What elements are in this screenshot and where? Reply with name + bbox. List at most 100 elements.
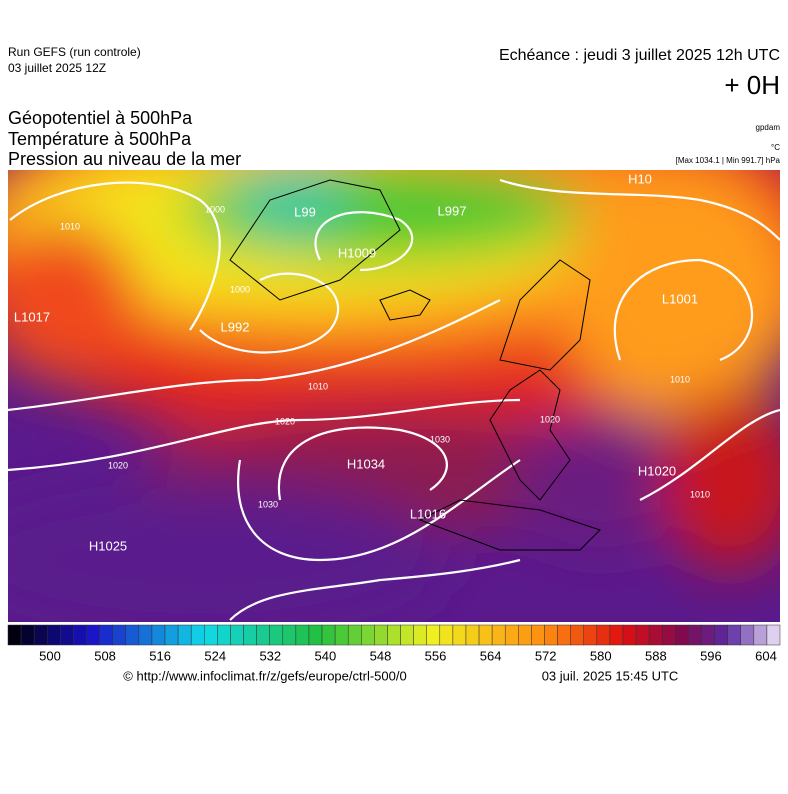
colorbar-tick-label: 580 [590, 648, 612, 663]
pressure-center: H1009 [338, 245, 376, 260]
colorbar-cell [648, 624, 663, 646]
isobar-label: 1020 [275, 416, 295, 426]
colorbar-cell [60, 624, 74, 646]
colorbar-cell [714, 624, 728, 646]
isobar-label: 1030 [430, 434, 450, 444]
colorbar-cell [478, 624, 493, 646]
colorbar-cell [413, 624, 427, 646]
generated-time: 03 juil. 2025 15:45 UTC [542, 668, 679, 683]
colorbar-cell [675, 624, 689, 646]
field-name: Pression au niveau de la mer [8, 149, 241, 169]
colorbar-cell [256, 624, 270, 646]
colorbar-cell [544, 624, 558, 646]
colorbar-cell [7, 624, 22, 646]
colorbar-cell [622, 624, 637, 646]
colorbar-tick-label: 500 [39, 648, 61, 663]
units-label: °C [771, 143, 780, 152]
pressure-center: L1016 [410, 506, 446, 521]
isobar-label: 1030 [258, 499, 278, 509]
colorbar-cell [596, 624, 611, 646]
run-title: Run GEFS (run controle) [8, 45, 141, 59]
colorbar-tick-label: 532 [259, 648, 281, 663]
source-url: © http://www.infoclimat.fr/z/gefs/europe… [123, 668, 406, 683]
colorbar-cell [583, 624, 598, 646]
colorbar-cell [47, 624, 61, 646]
colorbar-cell [243, 624, 257, 646]
pressure-center: L99 [294, 204, 316, 219]
colorbar-cell [138, 624, 153, 646]
colorbar-cell [400, 624, 414, 646]
colorbar-cell [73, 624, 87, 646]
colorbar-cell [452, 624, 467, 646]
colorbar-cell [99, 624, 113, 646]
colorbar-cell [570, 624, 584, 646]
colorbar-cell [491, 624, 506, 646]
colorbar-tick-label: 572 [535, 648, 557, 663]
colorbar-cell [295, 624, 310, 646]
colorbar-tick-label: 604 [755, 648, 777, 663]
colorbar-cell [308, 624, 323, 646]
colorbar-cell [282, 624, 297, 646]
colorbar-cell [190, 624, 205, 646]
map: L99 L997 H1009 L992 H1034 L1016 H1025 H1020 L100… [8, 170, 780, 622]
colorbar-cell [230, 624, 244, 646]
colorbar-cell [112, 624, 127, 646]
colorbar-cell [439, 624, 454, 646]
colorbar-cell [86, 624, 100, 646]
colorbar-cell [688, 624, 702, 646]
pressure-center: H1025 [89, 538, 127, 553]
colorbar-tick-label: 540 [315, 648, 337, 663]
colorbar-cell [321, 624, 336, 646]
colorbar-cell [361, 624, 375, 646]
colorbar-cell [465, 624, 480, 646]
colorbar-cell [204, 624, 218, 646]
units-label: gpdam [756, 123, 781, 132]
colorbar-tick-label: 548 [370, 648, 392, 663]
colorbar-tick-label: 588 [645, 648, 667, 663]
isobar-label: 1020 [540, 414, 560, 424]
colorbar-cell [557, 624, 571, 646]
isobar-label: 1000 [205, 204, 225, 214]
extremes-label: [Max 1034.1 | Min 991.7] hPa [676, 156, 781, 165]
isobar-label: 1000 [230, 284, 250, 294]
pressure-center: L997 [438, 203, 467, 218]
colorbar-cell [609, 624, 624, 646]
pressure-center: L1017 [14, 309, 50, 324]
field-name: Température à 500hPa [8, 129, 192, 149]
colorbar-tick-label: 556 [425, 648, 447, 663]
field-name: Géopotentiel à 500hPa [8, 108, 193, 128]
colorbar-cell [518, 624, 532, 646]
colorbar-cell [740, 624, 755, 646]
colorbar-cell [661, 624, 676, 646]
colorbar-cell [164, 624, 179, 646]
run-date: 03 juillet 2025 12Z [8, 61, 106, 75]
colorbar-cell [151, 624, 166, 646]
colorbar-cell [701, 624, 715, 646]
colorbar-tick-label: 508 [94, 648, 116, 663]
colorbar-cell [727, 624, 741, 646]
pressure-center: L992 [221, 319, 250, 334]
colorbar-tick-label: 564 [480, 648, 502, 663]
pressure-center: H10 [628, 171, 652, 186]
colorbar-cell [217, 624, 231, 646]
colorbar-cell [125, 624, 140, 646]
colorbar-tick-label: 516 [149, 648, 171, 663]
isobar-label: 1020 [108, 460, 128, 470]
colorbar-cell [33, 624, 48, 646]
valid-time: Echéance : jeudi 3 juillet 2025 12h UTC [499, 47, 780, 64]
isobar-label: 1010 [60, 221, 80, 231]
colorbar-cell [177, 624, 192, 646]
pressure-center: H1020 [638, 463, 676, 478]
isobar-label: 1010 [690, 489, 710, 499]
pressure-center: L1001 [662, 291, 698, 306]
colorbar-cell [531, 624, 545, 646]
colorbar-cell [753, 624, 768, 646]
colorbar-cell [387, 624, 401, 646]
colorbar-tick-label: 524 [204, 648, 226, 663]
colorbar-cell [426, 624, 441, 646]
colorbar-cell [347, 624, 362, 646]
colorbar-cell [766, 624, 781, 646]
colorbar-cell [269, 624, 284, 646]
lead-time: + 0H [724, 70, 780, 100]
